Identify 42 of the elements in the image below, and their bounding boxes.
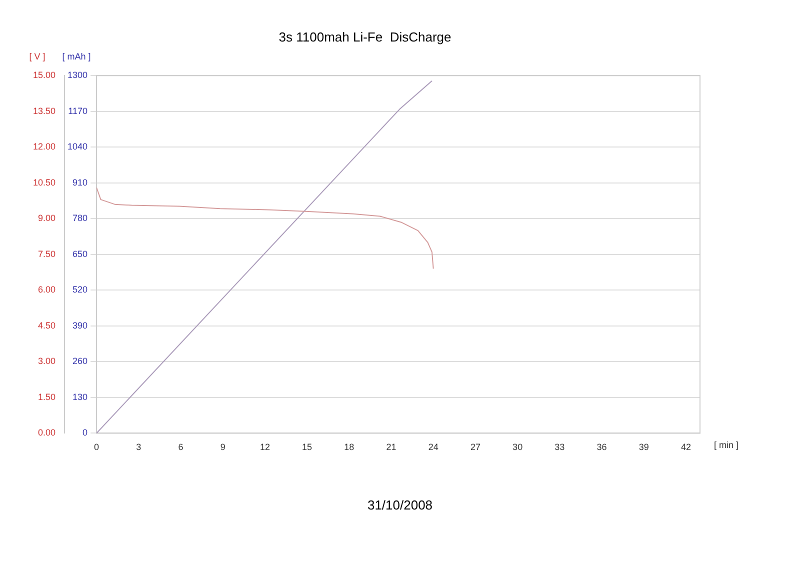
x-tick-label: 9	[220, 442, 226, 452]
x-tick-label: 0	[94, 442, 100, 452]
x-tick-label: 39	[638, 442, 649, 452]
y-tick-label: 13.50	[32, 106, 56, 116]
x-tick-label: 24	[428, 442, 438, 452]
y-tick-label: 10.50	[32, 177, 56, 188]
y-tick-label: 15.00	[32, 70, 56, 80]
y2-tick-label: 1300	[68, 70, 88, 80]
x-tick-label: 15	[302, 442, 312, 452]
x-tick-label: 3	[136, 442, 142, 452]
y2-tick-label: 1040	[68, 142, 88, 152]
chart-title: 3s 1100mah Li-Fe DisCharge	[278, 29, 452, 44]
x-axis-title: [ min ]	[714, 440, 739, 450]
y-tick-label: 12.00	[32, 142, 56, 152]
x-tick-label: 30	[512, 442, 523, 452]
x-tick-label: 36	[596, 442, 607, 452]
y-tick-label: 6.00	[38, 284, 56, 295]
y-tick-label: 4.50	[38, 320, 56, 330]
y-tick-label: 9.00	[38, 213, 56, 224]
x-tick-label: 33	[554, 442, 565, 452]
y2-tick-label: 1170	[68, 106, 88, 116]
text: 31/10/2008	[367, 498, 433, 513]
x-tick-label: 27	[470, 442, 480, 452]
y-axis-title: [ V ]	[29, 52, 46, 62]
y-tick-label: 0.00	[38, 428, 56, 438]
y-tick-label: 1.50	[38, 392, 56, 402]
x-tick-label: 18	[344, 442, 354, 452]
y2-tick-label: 390	[72, 320, 88, 330]
y2-tick-label: 0	[82, 428, 88, 438]
y2-tick-label: 260	[72, 356, 88, 366]
y2-tick-label: 130	[72, 392, 88, 402]
y-tick-label: 3.00	[38, 356, 56, 366]
y2-tick-label: 910	[72, 177, 88, 188]
y2-tick-label: 520	[72, 284, 88, 295]
y2-tick-label: 650	[72, 248, 88, 259]
x-tick-label: 6	[178, 442, 184, 452]
y2-tick-label: 780	[72, 213, 88, 224]
x-tick-label: 12	[260, 442, 270, 452]
x-tick-label: 42	[680, 442, 691, 452]
x-tick-label: 21	[386, 442, 396, 452]
y-tick-label: 7.50	[38, 248, 56, 259]
y2-axis-title: [ mAh ]	[62, 52, 91, 62]
